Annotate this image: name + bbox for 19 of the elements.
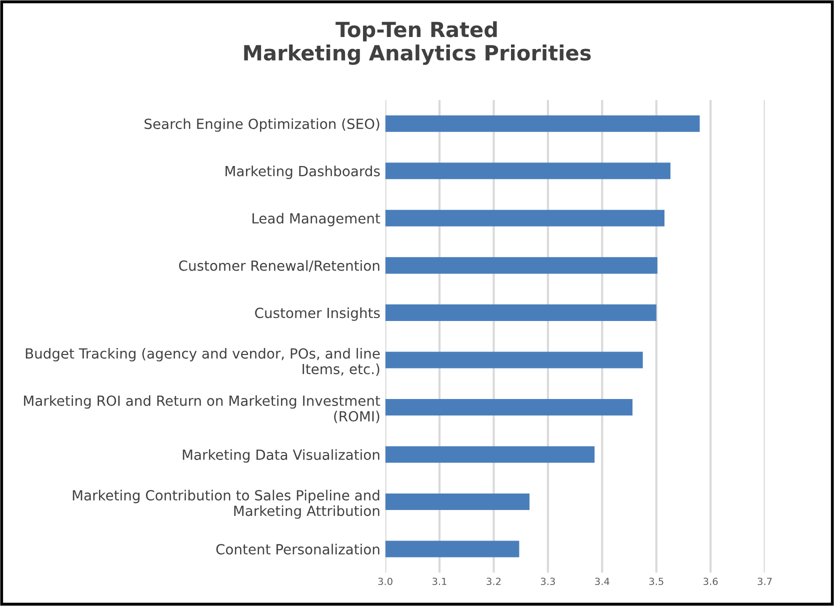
y-tick-label: Marketing Dashboards <box>226 166 380 180</box>
y-tick-label: Content Personalization <box>216 544 380 555</box>
x-tick-label: 3.2 <box>486 578 500 586</box>
y-tick-label: Budget Tracking (agency and vendor, POs, and line Items, etc.) <box>26 348 380 376</box>
y-tick-label: Customer Insights <box>255 307 380 321</box>
x-tick-label: 3.3 <box>540 578 555 586</box>
x-tick-label: 3.0 <box>378 578 392 586</box>
y-tick-label: Marketing ROI and Return on Marketing Investment (ROMI) <box>24 395 380 424</box>
y-tick-label: Search Engine Optimization (SEO) <box>144 118 380 132</box>
y-tick-label: Marketing Data Visualization <box>182 449 380 463</box>
x-tick-label: 3.1 <box>432 578 446 586</box>
y-tick-label: Lead Management <box>252 212 380 226</box>
x-tick-label: 3.6 <box>704 578 718 586</box>
x-tick-label: 3.7 <box>758 578 772 586</box>
y-tick-label: Marketing Contribution to Sales Pipeline and Marketing Attribution <box>72 490 380 519</box>
y-tick-label: Customer Renewal/Retention <box>179 260 380 272</box>
x-tick-label: 3.5 <box>649 578 664 586</box>
x-tick-label: 3.4 <box>595 578 610 586</box>
chart-title: Top-Ten Rated Marketing Analytics Priorities <box>244 21 591 65</box>
